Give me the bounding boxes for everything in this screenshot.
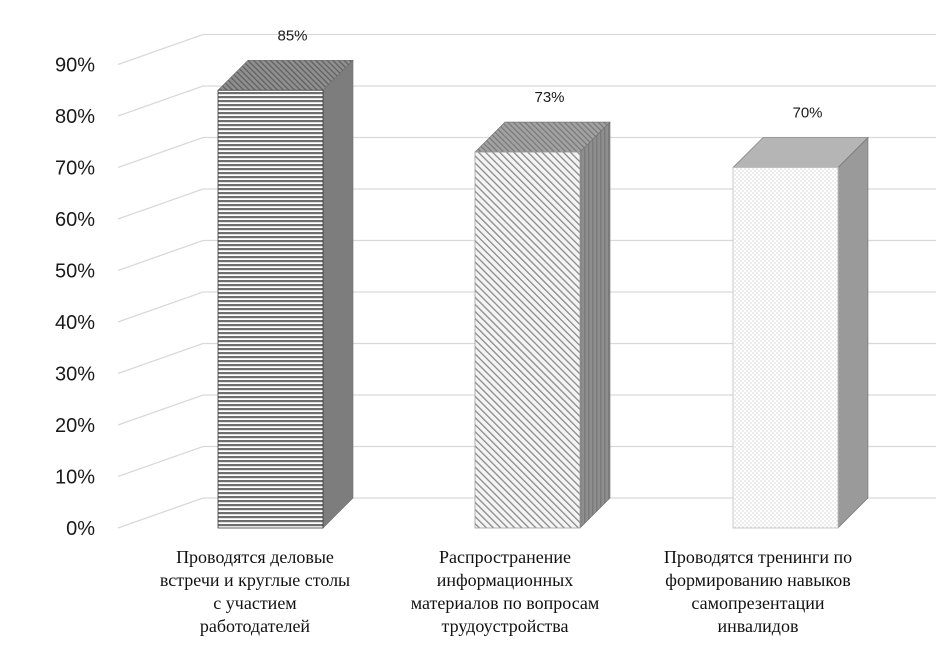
y-tick-label: 40% bbox=[55, 312, 95, 334]
y-tick-label: 0% bbox=[66, 518, 95, 540]
y-tick-label: 90% bbox=[55, 55, 95, 77]
bar-front-face bbox=[217, 89, 324, 529]
gridline bbox=[117, 188, 936, 220]
data-label: 73% bbox=[534, 89, 564, 106]
y-tick-label: 30% bbox=[55, 364, 95, 386]
gridlines bbox=[117, 33, 936, 529]
bars bbox=[217, 59, 869, 529]
data-labels: 85% 73% 70% bbox=[277, 27, 822, 121]
gridline bbox=[117, 239, 936, 272]
y-tick-label: 70% bbox=[55, 158, 95, 180]
gridline bbox=[117, 394, 936, 426]
bar-side-face bbox=[322, 59, 354, 529]
bar-front-face bbox=[474, 151, 581, 529]
gridline bbox=[117, 342, 936, 375]
data-label: 70% bbox=[792, 105, 822, 122]
data-label: 85% bbox=[277, 27, 307, 44]
y-tick-label: 50% bbox=[55, 261, 95, 283]
y-tick-label: 20% bbox=[55, 415, 95, 437]
category-label: Проводятся тренинги по формированию навык… bbox=[664, 547, 852, 636]
bar bbox=[732, 136, 869, 529]
category-label: Распространение информационных материалов … bbox=[411, 547, 600, 636]
gridline bbox=[117, 497, 936, 529]
y-axis-ticks: 0% 10% 20% 30% 40% 50% 60% 70% 80% 90% bbox=[55, 55, 95, 541]
gridline bbox=[117, 291, 936, 323]
gridline bbox=[117, 33, 936, 66]
y-tick-label: 80% bbox=[55, 106, 95, 128]
bar bbox=[474, 121, 611, 529]
category-labels: Проводятся деловые встречи и круглые стол… bbox=[160, 547, 852, 636]
bar-side-face bbox=[579, 121, 611, 529]
y-tick-label: 10% bbox=[55, 467, 95, 489]
bar bbox=[217, 59, 354, 529]
gridline bbox=[117, 85, 936, 117]
gridline bbox=[117, 136, 936, 169]
bar-side-face bbox=[837, 136, 869, 529]
bar-front-face bbox=[732, 167, 839, 529]
category-label: Проводятся деловые встречи и круглые стол… bbox=[160, 547, 350, 636]
y-tick-label: 60% bbox=[55, 209, 95, 231]
gridline bbox=[117, 445, 936, 478]
